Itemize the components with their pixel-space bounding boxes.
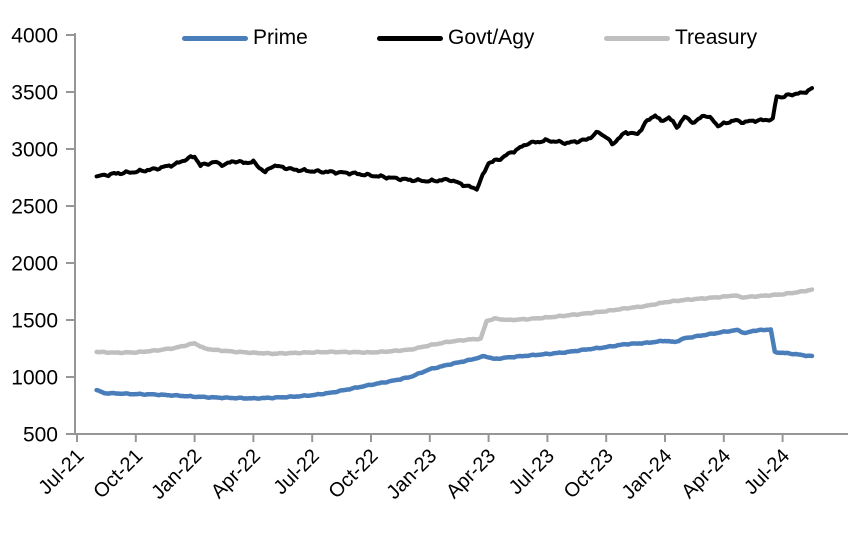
x-tick-label: Oct-23 — [560, 445, 618, 503]
y-tick-label: 1500 — [11, 310, 58, 333]
series-line-treasury — [94, 287, 815, 357]
legend-swatch-prime — [182, 35, 248, 41]
legend-item-prime: Prime — [182, 26, 308, 49]
x-tick-label: Jul-23 — [505, 445, 559, 499]
x-tick-label: Apr-22 — [207, 445, 265, 503]
series-line-govt-agy — [94, 86, 814, 192]
y-tick-label: 2000 — [11, 253, 58, 276]
x-tick-label: Jul-22 — [270, 445, 324, 499]
y-tick-label: 1000 — [11, 367, 58, 390]
x-tick-label: Jul-21 — [34, 445, 88, 499]
x-tick-label: Jul-24 — [740, 445, 794, 499]
x-tick-label: Jan-22 — [147, 445, 206, 504]
x-tick-label: Apr-23 — [442, 445, 500, 503]
series-line-prime — [94, 327, 815, 401]
legend-label-govt-agy: Govt/Agy — [448, 26, 535, 49]
y-tick-label: 500 — [23, 424, 58, 447]
legend-item-govt-agy: Govt/Agy — [377, 26, 535, 49]
legend-item-treasury: Treasury — [604, 26, 758, 49]
x-tick-label: Apr-24 — [677, 445, 735, 503]
legend-swatch-govt-agy — [377, 35, 443, 41]
legend-label-treasury: Treasury — [675, 26, 758, 49]
x-tick-label: Jan-24 — [618, 445, 677, 504]
y-tick-label: 2500 — [11, 196, 58, 219]
legend-swatch-treasury — [604, 35, 670, 41]
x-tick-label: Oct-21 — [89, 445, 147, 503]
y-tick-label: 3500 — [11, 82, 58, 105]
x-tick-label: Oct-22 — [325, 445, 383, 503]
y-tick-label: 4000 — [11, 25, 58, 48]
x-tick-label: Jan-23 — [383, 445, 442, 504]
y-tick-label: 3000 — [11, 139, 58, 162]
legend-label-prime: Prime — [253, 26, 308, 49]
